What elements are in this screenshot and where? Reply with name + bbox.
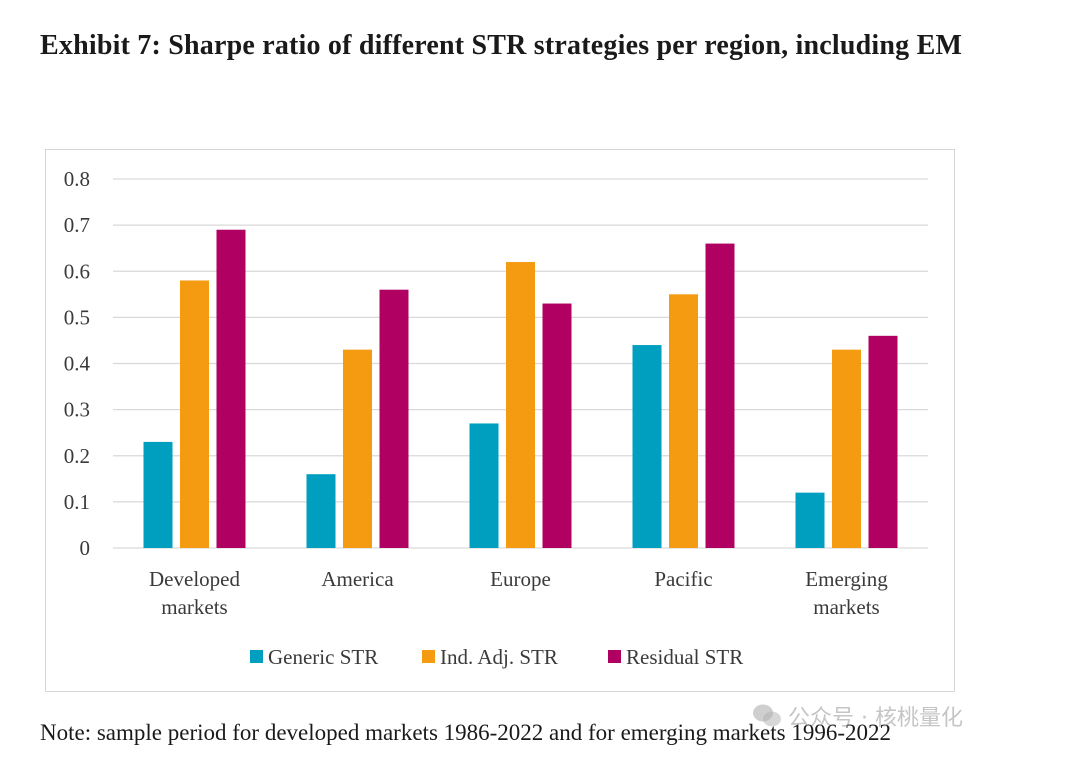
- x-category-label: Europe: [490, 567, 551, 591]
- bar-residual: [216, 229, 246, 549]
- y-tick-label: 0.7: [64, 213, 90, 237]
- bar-generic: [143, 441, 173, 548]
- bar-generic: [795, 492, 825, 548]
- bar-ind-adj: [832, 349, 861, 548]
- x-category-label: Emerging: [805, 567, 888, 591]
- wechat-icon: [753, 704, 781, 727]
- bar-residual: [379, 289, 409, 548]
- legend-label: Residual STR: [626, 645, 743, 669]
- watermark-text: 公众号 · 核桃量化: [788, 706, 963, 731]
- bar-ind-adj: [669, 294, 698, 548]
- x-category-label: Developed: [149, 567, 240, 591]
- x-category-label: markets: [161, 595, 227, 619]
- y-tick-label: 0.3: [64, 398, 90, 422]
- legend-label: Generic STR: [268, 645, 378, 669]
- bar-residual: [705, 243, 735, 548]
- y-tick-label: 0.5: [64, 305, 90, 329]
- legend-swatch: [608, 650, 621, 663]
- y-tick-label: 0.4: [64, 352, 91, 376]
- bar-ind-adj: [180, 280, 209, 548]
- bar-generic: [469, 423, 499, 548]
- y-tick-label: 0.1: [64, 490, 90, 514]
- bar-residual: [868, 335, 898, 548]
- x-category-label: America: [321, 567, 394, 591]
- bar-generic: [632, 345, 662, 548]
- sharpe-ratio-bar-chart: 0 0.1 0.2 0.3 0.4 0.5 0.6 0.7 0.8 Developed marke…: [64, 167, 928, 669]
- y-tick-label: 0.8: [64, 167, 90, 191]
- legend-swatch: [422, 650, 435, 663]
- bar-generic: [306, 474, 336, 548]
- legend-label: Ind. Adj. STR: [440, 645, 558, 669]
- y-tick-label: 0.2: [64, 444, 90, 468]
- exhibit-title: Exhibit 7: Sharpe ratio of different STR…: [40, 30, 963, 61]
- bar-residual: [542, 303, 572, 548]
- x-category-label: Pacific: [654, 567, 712, 591]
- y-tick-label: 0: [80, 536, 91, 560]
- footnote: Note: sample period for developed market…: [40, 720, 891, 745]
- x-category-label: markets: [813, 595, 879, 619]
- watermark: 公众号 · 核桃量化: [752, 700, 963, 732]
- y-tick-label: 0.6: [64, 259, 90, 283]
- bar-ind-adj: [343, 349, 372, 548]
- legend-swatch: [250, 650, 263, 663]
- chart-frame: 0 0.1 0.2 0.3 0.4 0.5 0.6 0.7 0.8 Developed marke…: [45, 149, 955, 692]
- bar-ind-adj: [506, 262, 535, 548]
